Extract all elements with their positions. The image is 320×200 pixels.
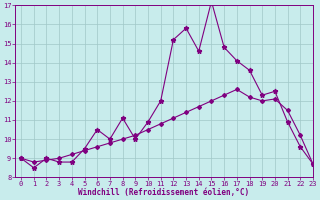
X-axis label: Windchill (Refroidissement éolien,°C): Windchill (Refroidissement éolien,°C) bbox=[78, 188, 249, 197]
